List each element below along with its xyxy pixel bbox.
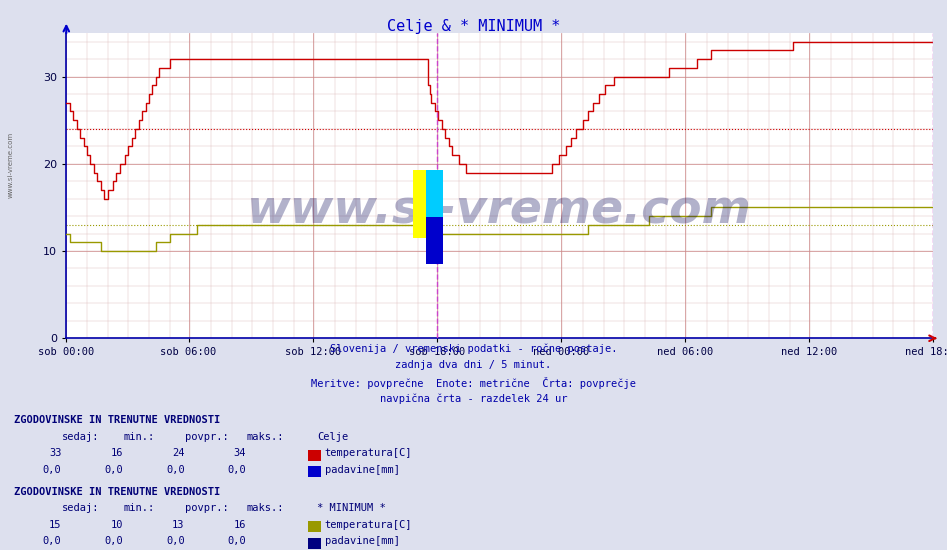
Text: 0,0: 0,0 <box>166 536 185 546</box>
Text: povpr.:: povpr.: <box>185 503 228 513</box>
Bar <box>426 217 442 264</box>
Text: temperatura[C]: temperatura[C] <box>325 448 412 458</box>
Text: 15: 15 <box>49 520 62 530</box>
Text: navpična črta - razdelek 24 ur: navpična črta - razdelek 24 ur <box>380 393 567 404</box>
Text: 10: 10 <box>111 520 123 530</box>
Text: 0,0: 0,0 <box>43 536 62 546</box>
Bar <box>426 170 442 228</box>
Text: www.si-vreme.com: www.si-vreme.com <box>8 132 13 198</box>
Text: maks.:: maks.: <box>246 503 284 513</box>
Text: maks.:: maks.: <box>246 432 284 442</box>
Text: www.si-vreme.com: www.si-vreme.com <box>247 188 752 233</box>
Text: padavine[mm]: padavine[mm] <box>325 465 400 475</box>
Text: 0,0: 0,0 <box>104 465 123 475</box>
Text: sedaj:: sedaj: <box>62 432 99 442</box>
Bar <box>413 170 437 238</box>
Text: 13: 13 <box>172 520 185 530</box>
Text: 0,0: 0,0 <box>104 536 123 546</box>
Text: Slovenija / vremenski podatki - ročne postaje.: Slovenija / vremenski podatki - ročne po… <box>330 344 617 354</box>
Text: zadnja dva dni / 5 minut.: zadnja dva dni / 5 minut. <box>396 360 551 370</box>
Text: 0,0: 0,0 <box>227 465 246 475</box>
Text: min.:: min.: <box>123 503 154 513</box>
Text: 34: 34 <box>234 448 246 458</box>
Text: ZGODOVINSKE IN TRENUTNE VREDNOSTI: ZGODOVINSKE IN TRENUTNE VREDNOSTI <box>14 415 221 425</box>
Text: 0,0: 0,0 <box>43 465 62 475</box>
Text: Celje & * MINIMUM *: Celje & * MINIMUM * <box>386 19 561 34</box>
Text: 16: 16 <box>111 448 123 458</box>
Text: 33: 33 <box>49 448 62 458</box>
Text: * MINIMUM *: * MINIMUM * <box>317 503 386 513</box>
Text: 24: 24 <box>172 448 185 458</box>
Text: 16: 16 <box>234 520 246 530</box>
Text: min.:: min.: <box>123 432 154 442</box>
Text: 0,0: 0,0 <box>227 536 246 546</box>
Text: Meritve: povprečne  Enote: metrične  Črta: povprečje: Meritve: povprečne Enote: metrične Črta:… <box>311 377 636 389</box>
Text: 0,0: 0,0 <box>166 465 185 475</box>
Text: sedaj:: sedaj: <box>62 503 99 513</box>
Text: padavine[mm]: padavine[mm] <box>325 536 400 546</box>
Text: povpr.:: povpr.: <box>185 432 228 442</box>
Text: ZGODOVINSKE IN TRENUTNE VREDNOSTI: ZGODOVINSKE IN TRENUTNE VREDNOSTI <box>14 487 221 497</box>
Text: temperatura[C]: temperatura[C] <box>325 520 412 530</box>
Text: Celje: Celje <box>317 432 348 442</box>
